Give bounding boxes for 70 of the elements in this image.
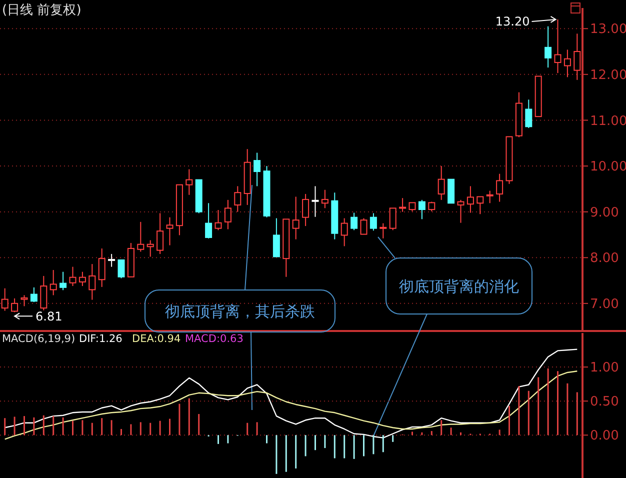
- y-tick-label: 0.50: [590, 394, 619, 410]
- candlestick: [88, 264, 96, 300]
- y-tick-label: 12.00: [590, 68, 626, 83]
- annotation: 6.81: [36, 309, 62, 324]
- candlestick: [1, 288, 8, 312]
- candlestick: [380, 222, 387, 239]
- text: DEA:0.94: [132, 333, 181, 345]
- candlestick: [234, 186, 242, 212]
- candlestick: [11, 298, 18, 313]
- candlestick: [438, 166, 445, 200]
- candlestick: [166, 216, 174, 246]
- candlestick: [496, 173, 504, 202]
- candlestick: [350, 212, 358, 231]
- y-tick-label: 13.00: [590, 22, 626, 38]
- y-tick-label: 11.00: [590, 114, 626, 129]
- candlestick: [554, 18, 562, 74]
- annotation: 13.20: [495, 14, 530, 29]
- candlestick: [525, 99, 532, 129]
- candlestick: [272, 218, 280, 258]
- candlestick: [224, 199, 232, 230]
- candlestick: [20, 294, 28, 307]
- candlestick: [137, 221, 144, 252]
- candlestick: [60, 271, 67, 291]
- candlestick: [156, 212, 164, 254]
- candlestick: [302, 193, 310, 227]
- candlestick: [486, 190, 494, 204]
- y-tick-label: 1.00: [590, 360, 619, 376]
- candlestick: [340, 218, 348, 247]
- candlestick: [254, 152, 261, 187]
- candlestick: [360, 218, 368, 235]
- annotation: 彻底顶背离的消化: [399, 277, 519, 296]
- candlestick: [40, 275, 48, 311]
- annotation: 彻底顶背离，其后杀跌: [165, 302, 315, 320]
- y-tick-label: 10.00: [590, 160, 626, 175]
- chart-title: (日线 前复权): [2, 3, 82, 18]
- annotation: MACD:0.63: [185, 333, 244, 345]
- text: DIF:1.26: [79, 333, 123, 345]
- line-series: [4, 348, 578, 438]
- chart-title: MACD(6,19,9): [2, 333, 76, 345]
- candlestick: [146, 240, 154, 258]
- candlestick: [389, 208, 396, 231]
- candlestick: [418, 199, 426, 220]
- candlestick: [98, 248, 106, 288]
- candlestick: [448, 178, 455, 204]
- candlestick: [292, 196, 300, 240]
- candlestick: [312, 186, 319, 218]
- candlestick: [321, 189, 328, 209]
- candlestick: [428, 201, 436, 212]
- candlestick: [544, 26, 552, 68]
- candlestick: [457, 199, 464, 224]
- y-tick-label: 0.00: [590, 428, 619, 444]
- candlestick: [69, 266, 76, 287]
- y-tick-label: 7.00: [590, 296, 619, 312]
- candlestick: [574, 33, 581, 80]
- candlestick: [564, 49, 571, 78]
- candlestick: [370, 212, 377, 232]
- candlestick: [476, 196, 484, 215]
- candlestick: [466, 186, 474, 214]
- candlestick: [78, 271, 86, 287]
- candlestick: [399, 198, 406, 212]
- line-series: [4, 370, 578, 440]
- candlestick: [118, 259, 125, 279]
- candlestick: [30, 286, 38, 303]
- y-tick-label: 8.00: [590, 251, 619, 266]
- candlestick: [205, 202, 212, 239]
- candlestick: [50, 269, 57, 296]
- candlestick: [214, 209, 222, 231]
- candlestick: [108, 253, 116, 268]
- candlestick: [186, 168, 193, 196]
- y-tick-label: 9.00: [590, 205, 619, 220]
